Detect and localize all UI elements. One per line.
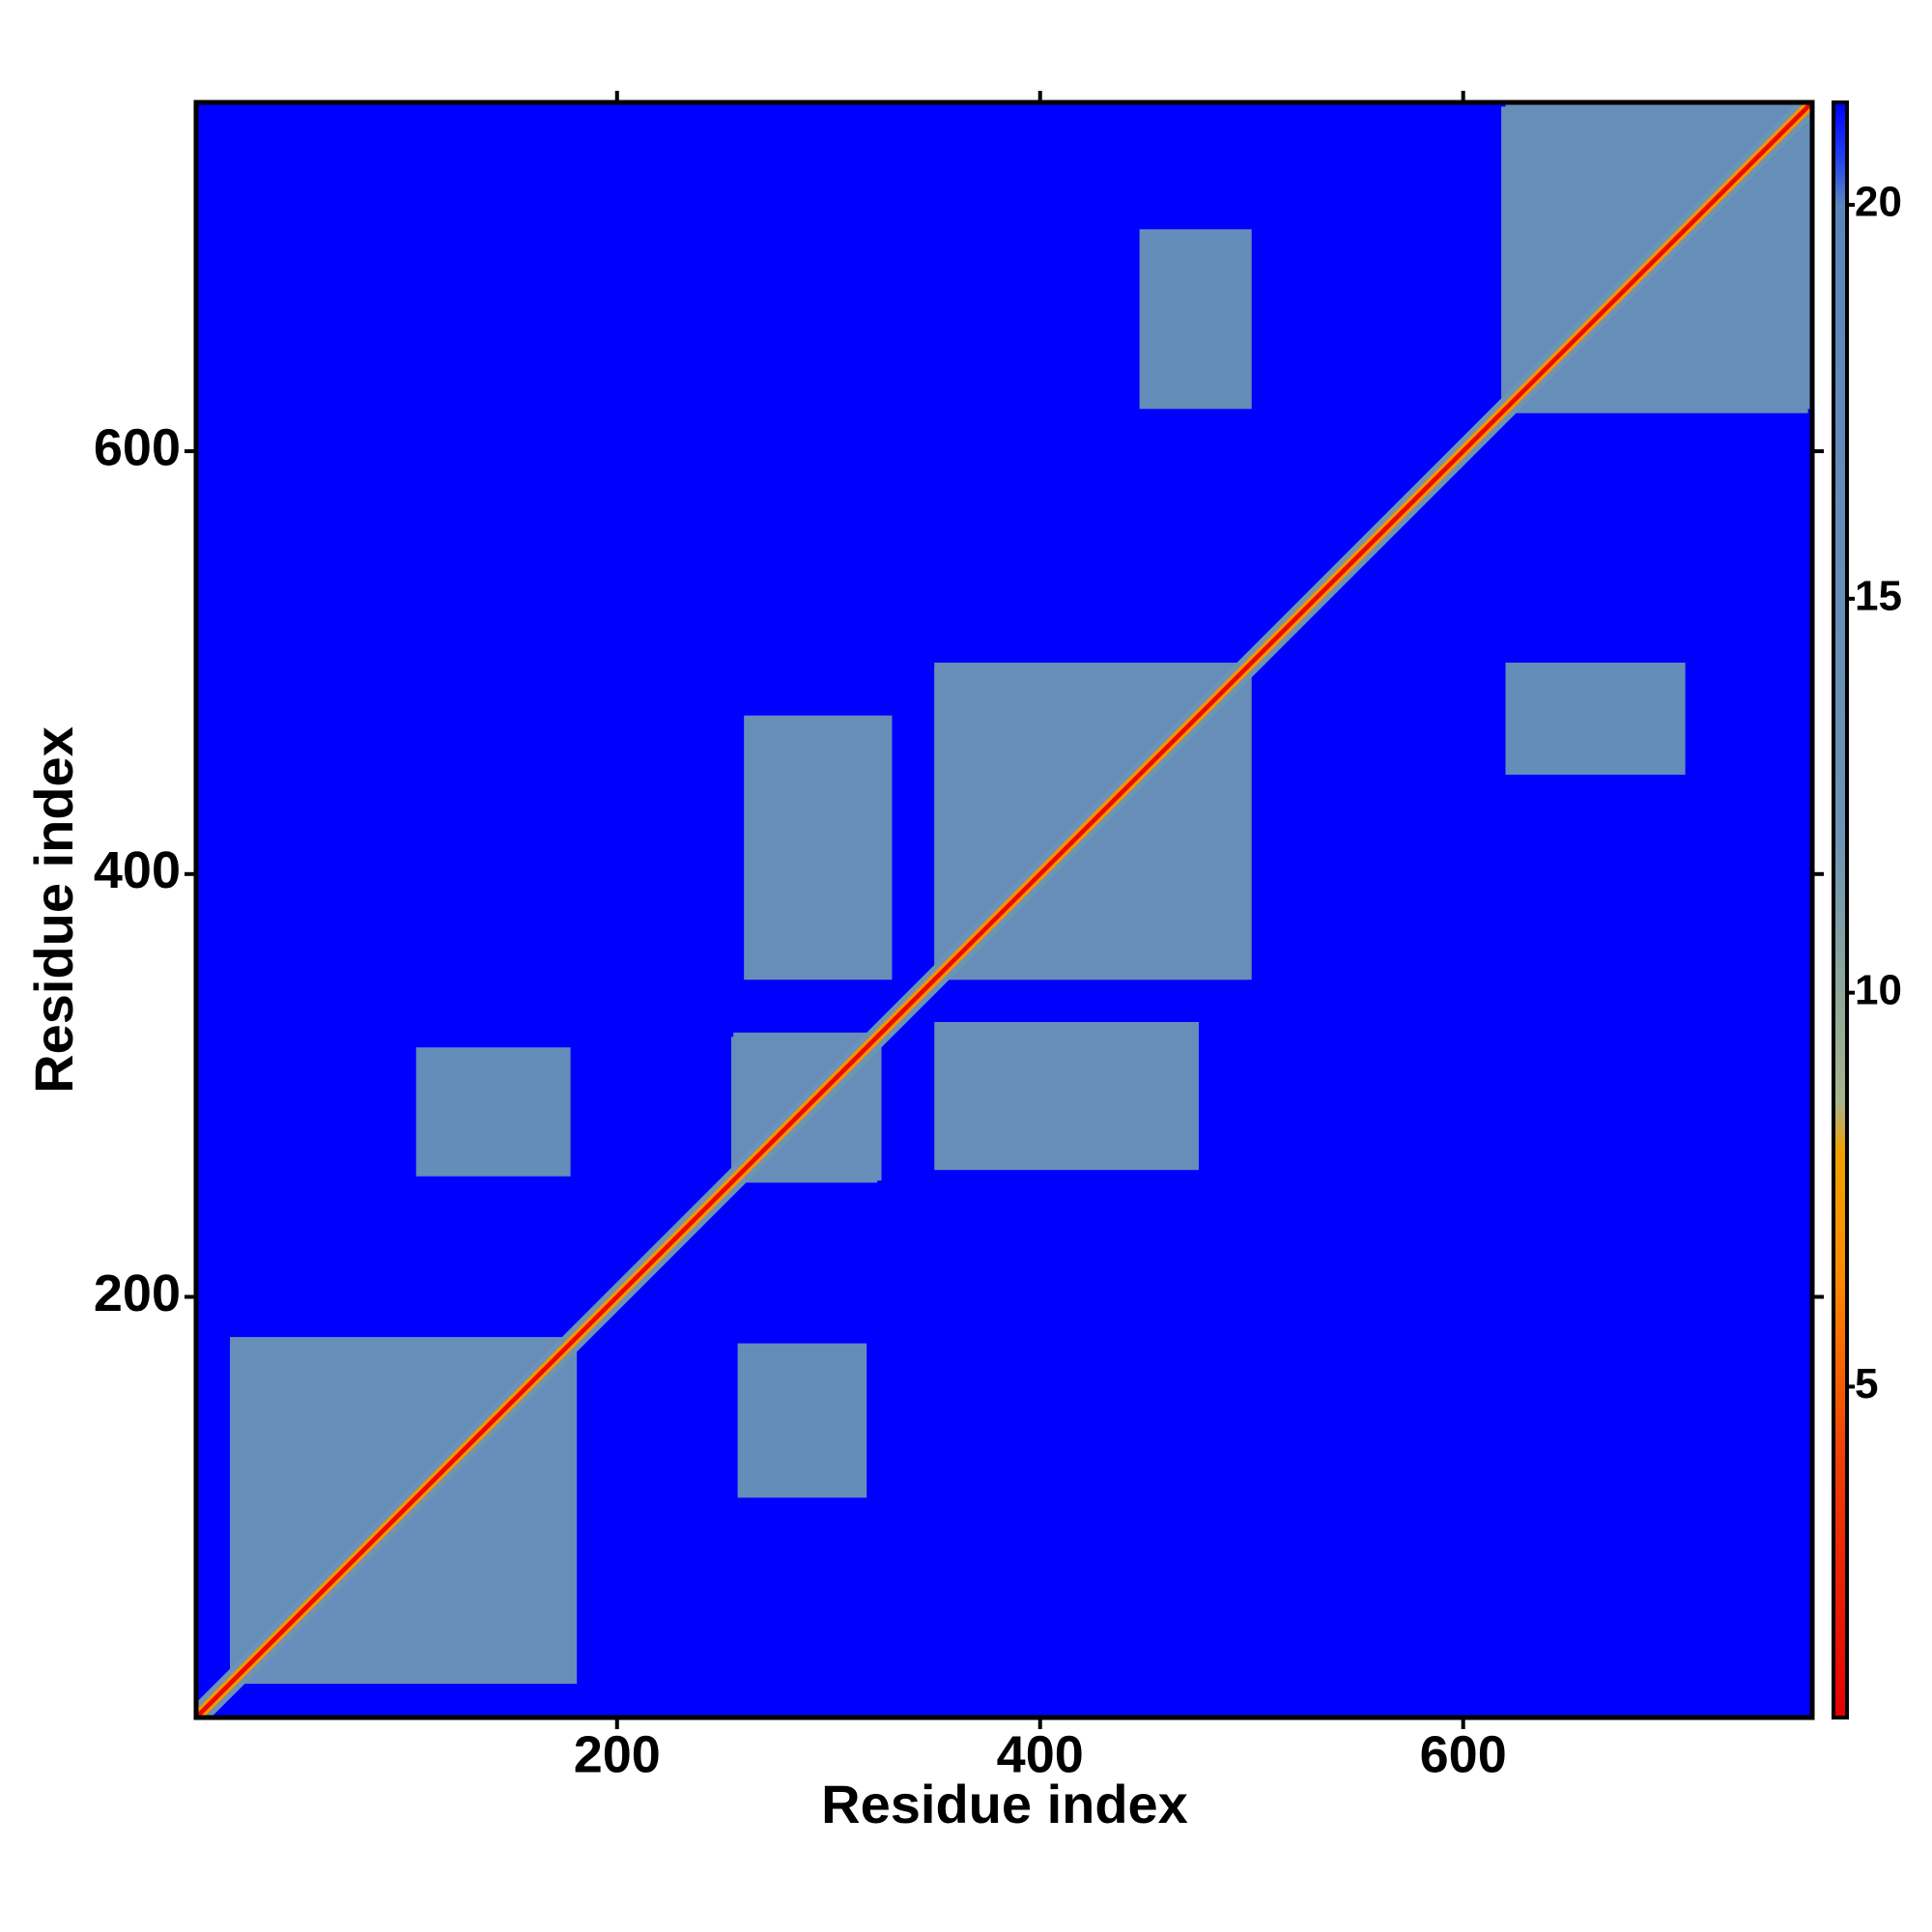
heatmap-cell — [1139, 229, 1252, 410]
diagonal-band — [196, 102, 1812, 1718]
colorbar — [1832, 100, 1849, 1719]
heatmap-cell-mirror — [1505, 662, 1686, 775]
plot-frame — [193, 99, 1815, 1720]
y-tick-label: 400 — [94, 841, 181, 899]
heatmap-cell-mirror — [934, 1021, 1199, 1171]
colorbar-tick-label: 5 — [1855, 1360, 1878, 1407]
colorbar-tick-label: 20 — [1855, 179, 1902, 226]
heatmap-cell — [744, 715, 893, 980]
y-tick-label: 200 — [94, 1264, 181, 1322]
y-axis-title: Residue index — [23, 726, 84, 1094]
heatmap-cell — [415, 1047, 571, 1177]
heatmap — [196, 102, 1812, 1718]
colorbar-tick-label: 15 — [1855, 572, 1902, 619]
x-tick-label: 400 — [997, 1725, 1084, 1783]
x-tick-label: 200 — [574, 1725, 661, 1783]
colorbar-tick-label: 10 — [1855, 966, 1902, 1013]
heatmap-cell-mirror — [737, 1343, 867, 1498]
y-tick-label: 600 — [94, 418, 181, 476]
x-tick-label: 600 — [1420, 1725, 1507, 1783]
x-axis-title: Residue index — [821, 1774, 1188, 1834]
